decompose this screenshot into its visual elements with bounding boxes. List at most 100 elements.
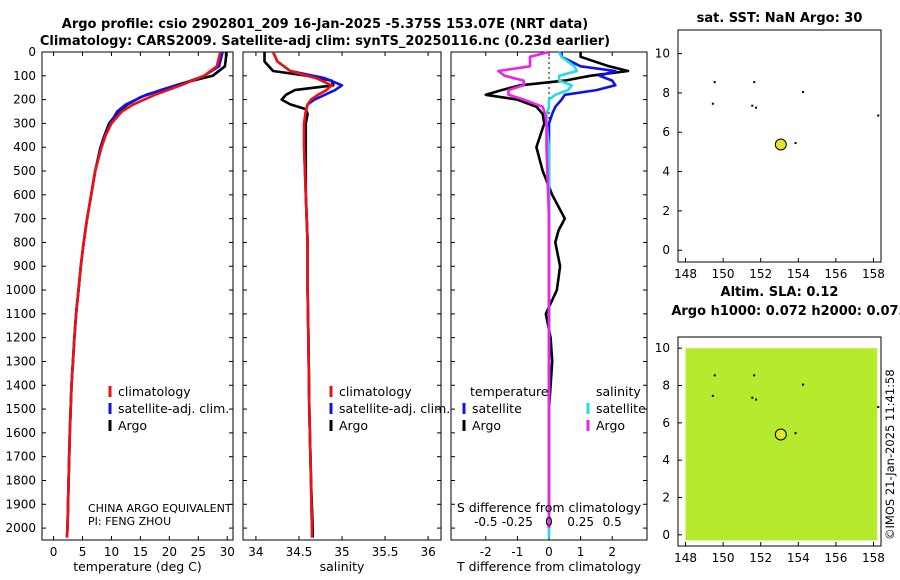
island-speck xyxy=(711,102,714,105)
difference-xtick-label: -1 xyxy=(511,545,523,559)
difference-xlabel: T difference from climatology xyxy=(456,559,642,574)
sst_map-ytick-label: 2 xyxy=(662,204,670,218)
island-speck xyxy=(751,104,754,107)
title-line2: Climatology: CARS2009. Satellite-adj cli… xyxy=(40,34,610,49)
ytick-label: 900 xyxy=(13,259,36,273)
sla_map-ytick-label: 2 xyxy=(662,490,670,504)
ytick-label: 700 xyxy=(13,212,36,226)
ytick-label: 0 xyxy=(28,45,36,59)
legend-entry: satellite-adj. clim. xyxy=(339,401,450,416)
sst_map-xtick-label: 148 xyxy=(674,267,697,281)
sla-map-panel: Altim. SLA: 0.12 Argo h1000: 0.072 h2000:… xyxy=(655,285,900,565)
island-speck xyxy=(753,374,756,377)
salinity-xtick-label: 34.5 xyxy=(286,545,313,559)
difference-s-tick-label: -0.5 xyxy=(474,515,497,529)
footer-line1: CHINA ARGO EQUIVALENT xyxy=(88,502,232,515)
ytick-label: 2000 xyxy=(5,521,36,535)
difference-x2label: S difference from climatology xyxy=(457,500,642,515)
sla_map-field xyxy=(685,348,878,541)
difference-panel: -2 -1 0 1 2T difference from climatology -0.5… xyxy=(450,50,648,574)
ytick-label: 800 xyxy=(13,235,36,249)
ytick-label: 600 xyxy=(13,188,36,202)
ytick-label: 500 xyxy=(13,164,36,178)
island-speck xyxy=(794,142,797,145)
legend-group-salinity: salinity xyxy=(596,384,641,399)
legend-entry: climatology xyxy=(339,384,412,399)
ytick-label: 400 xyxy=(13,140,36,154)
sst_map-ytick-label: 4 xyxy=(662,165,670,179)
difference-s-tick-label: 0.5 xyxy=(603,515,622,529)
sst_map-xtick-label: 150 xyxy=(712,267,735,281)
sst_map-title: sat. SST: NaN Argo: 30 xyxy=(697,11,863,26)
ytick-label: 1600 xyxy=(5,426,36,440)
ytick-label: 1100 xyxy=(5,307,36,321)
island-speck xyxy=(751,396,754,399)
island-speck xyxy=(794,432,797,435)
salinity-panel: 34 34.5 35 35.5 36 salinity climatology satelli… xyxy=(242,51,450,574)
temperature-xtick-label: 25 xyxy=(191,545,206,559)
sla_map-argo-marker xyxy=(774,428,787,441)
sst_map-ytick-label: 6 xyxy=(662,125,670,139)
salinity-xtick-label: 35 xyxy=(334,545,349,559)
island-speck xyxy=(802,383,805,386)
temperature-xlabel: temperature (deg C) xyxy=(73,559,202,574)
sla_map-xtick-label: 156 xyxy=(824,551,847,565)
temperature-series-climatology xyxy=(65,51,222,538)
sst_map-ytick-label: 0 xyxy=(662,243,670,257)
legend-entry: Argo xyxy=(596,418,625,433)
salinity-xtick-label: 36 xyxy=(420,545,435,559)
legend-entry: satellite xyxy=(596,401,646,416)
sst_map-ytick-label: 8 xyxy=(662,86,670,100)
difference-xtick-label: 2 xyxy=(608,545,616,559)
difference-xtick-label: 0 xyxy=(545,545,553,559)
sst_map-xtick-label: 156 xyxy=(824,267,847,281)
island-speck xyxy=(713,374,716,377)
island-speck xyxy=(711,394,714,397)
sst_map-xtick-label: 152 xyxy=(749,267,772,281)
island-speck xyxy=(755,398,758,401)
ytick-label: 1000 xyxy=(5,283,36,297)
temperature-xtick-label: 5 xyxy=(79,545,87,559)
ytick-label: 300 xyxy=(13,116,36,130)
legend-entry: satellite-adj. clim. xyxy=(118,401,229,416)
ytick-label: 1700 xyxy=(5,450,36,464)
salinity-frame xyxy=(242,51,442,541)
ytick-label: 1400 xyxy=(5,378,36,392)
ytick-label: 200 xyxy=(13,93,36,107)
sla_map-ytick-label: 10 xyxy=(655,341,670,355)
sla_map-ytick-label: 4 xyxy=(662,453,670,467)
difference-s-tick-label: -0.25 xyxy=(502,515,533,529)
difference-series-argo xyxy=(484,52,630,529)
sst_map-argo-marker xyxy=(774,138,787,151)
sst_map-xtick-label: 158 xyxy=(862,267,885,281)
salinity-xtick-label: 34 xyxy=(248,545,263,559)
temperature-frame xyxy=(41,51,234,541)
island-speck xyxy=(877,114,880,117)
salinity-xtick-label: 35.5 xyxy=(372,545,399,559)
difference-s-tick-label: 0 xyxy=(545,515,553,529)
sla_map-ytick-label: 0 xyxy=(662,528,670,542)
ytick-label: 1800 xyxy=(5,473,36,487)
ytick-label: 1300 xyxy=(5,354,36,368)
legend-entry: Argo xyxy=(118,418,147,433)
salinity-series-climatology xyxy=(271,51,334,538)
ytick-label: 1900 xyxy=(5,497,36,511)
ytick-label: 100 xyxy=(13,69,36,83)
legend-entry: Argo xyxy=(339,418,368,433)
temperature-xtick-label: 30 xyxy=(220,545,235,559)
difference-xtick-label: 1 xyxy=(577,545,585,559)
legend-entry: climatology xyxy=(118,384,191,399)
salinity-xlabel: salinity xyxy=(320,559,365,574)
timestamp-stamp: ©IMOS 21-Jan-2025 11:41:58 xyxy=(883,369,897,540)
sla_map-xtick-label: 152 xyxy=(749,551,772,565)
temperature-xtick-label: 15 xyxy=(133,545,148,559)
sla_map-xtick-label: 154 xyxy=(787,551,810,565)
sla_map-xtick-label: 150 xyxy=(712,551,735,565)
footer-line2: PI: FENG ZHOU xyxy=(88,515,171,528)
island-speck xyxy=(753,81,756,84)
sst_map-xtick-label: 154 xyxy=(787,267,810,281)
sst_map-ytick-label: 10 xyxy=(655,47,670,61)
legend-entry: Argo xyxy=(472,418,501,433)
difference-xtick-label: -2 xyxy=(480,545,492,559)
